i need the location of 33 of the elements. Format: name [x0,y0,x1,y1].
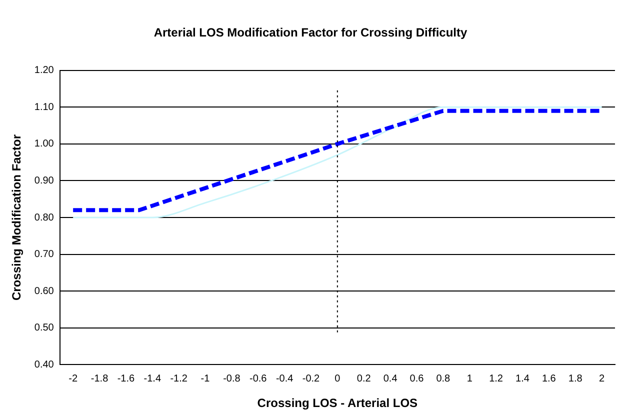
x-tick-label: -0.6 [250,373,268,384]
y-tick-label: 1.20 [34,65,54,76]
x-tick-label: 0.8 [436,373,451,384]
x-tick-label: 1 [466,373,473,384]
x-tick-label: 1.4 [516,373,530,384]
x-tick-label: -1.4 [144,373,162,384]
x-tick-label: 0.4 [383,373,398,384]
x-tick-label: -0.4 [276,373,294,384]
y-tick-label: 0.90 [34,175,54,186]
y-tick-label: 0.50 [34,322,54,334]
x-tick-label: 2 [599,373,605,384]
y-tick-label: 1.10 [34,102,54,113]
y-tick-label: 0.80 [34,212,54,224]
y-axis-title: Crossing Modification Factor [10,134,24,301]
x-tick-label: 0.6 [410,373,424,384]
y-tick-label: 1.00 [34,138,54,150]
x-tick-label: -0.8 [223,373,241,384]
x-tick-label: -1.8 [90,373,109,384]
y-tick-label: 0.70 [34,249,54,260]
y-tick-label: 0.60 [34,286,54,297]
x-tick-label: -2 [68,373,78,384]
x-axis-title: Crossing LOS - Arterial LOS [257,396,418,410]
chart-title: Arterial LOS Modification Factor for Crossing Difficulty [154,26,468,40]
x-tick-label: 0 [334,373,341,384]
x-tick-label: -1 [200,373,210,384]
x-tick-label: -1.2 [170,373,188,384]
x-tick-label: 0.2 [356,373,372,384]
y-tick-label: 0.40 [34,359,54,370]
x-tick-label: 1.6 [542,373,556,384]
x-tick-label: 1.8 [568,373,583,384]
x-tick-label: -1.6 [117,373,136,384]
x-tick-label: 1.2 [489,373,504,384]
x-tick-label: -0.2 [302,373,320,384]
